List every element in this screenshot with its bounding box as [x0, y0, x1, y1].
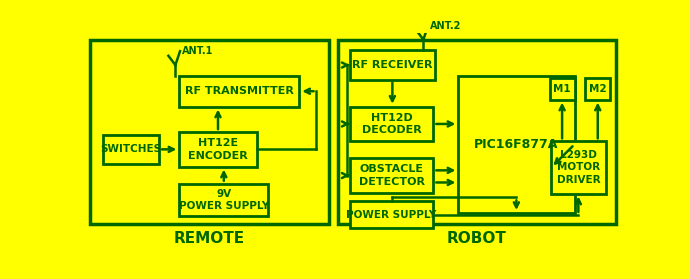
Text: RF RECEIVER: RF RECEIVER — [352, 60, 433, 70]
Bar — [338, 40, 615, 224]
Bar — [179, 76, 299, 107]
Text: RF TRANSMITTER: RF TRANSMITTER — [185, 86, 294, 96]
Text: HT12E
ENCODER: HT12E ENCODER — [188, 138, 248, 161]
Text: ANT.2: ANT.2 — [430, 21, 461, 31]
Text: REMOTE: REMOTE — [174, 231, 245, 246]
Text: PIC16F877A: PIC16F877A — [474, 138, 559, 151]
Text: M2: M2 — [589, 84, 607, 94]
Text: POWER SUPPLY: POWER SUPPLY — [346, 210, 437, 220]
Text: M1: M1 — [553, 84, 571, 94]
Bar — [104, 135, 159, 163]
Text: HT12D
DECODER: HT12D DECODER — [362, 113, 422, 135]
Text: 9V
POWER SUPPLY: 9V POWER SUPPLY — [179, 189, 269, 211]
Bar — [179, 184, 268, 216]
Text: ROBOT: ROBOT — [447, 231, 506, 246]
Text: OBSTACLE
DETECTOR: OBSTACLE DETECTOR — [359, 164, 424, 187]
Bar — [350, 158, 433, 193]
Bar — [458, 76, 575, 213]
Bar — [350, 107, 433, 141]
Bar — [350, 201, 433, 228]
Bar — [551, 141, 606, 194]
Text: SWITCHES: SWITCHES — [101, 144, 161, 154]
Bar — [585, 78, 610, 100]
Bar — [90, 40, 329, 224]
Text: L293D
MOTOR
DRIVER: L293D MOTOR DRIVER — [557, 150, 600, 185]
Bar — [350, 50, 435, 80]
Bar — [550, 78, 575, 100]
Bar — [179, 132, 257, 167]
Text: ANT.1: ANT.1 — [181, 46, 213, 56]
